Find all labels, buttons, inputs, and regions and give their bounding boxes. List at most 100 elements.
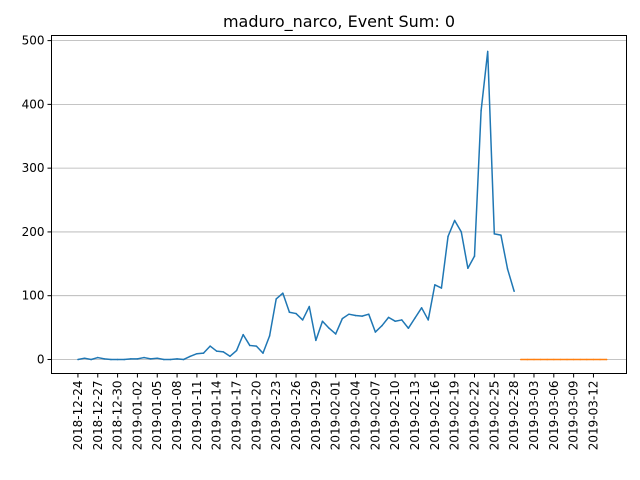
y-tick-label: 100 xyxy=(22,289,45,303)
data-point xyxy=(421,307,423,309)
x-tick-label: 2019-02-19 xyxy=(448,380,462,450)
data-point xyxy=(209,345,211,347)
data-point xyxy=(309,306,311,308)
data-point xyxy=(579,359,581,361)
data-point xyxy=(229,356,231,358)
data-point xyxy=(77,359,79,361)
data-point xyxy=(269,335,271,337)
data-point xyxy=(123,359,125,361)
data-point xyxy=(494,233,496,235)
x-tick-label: 2019-01-05 xyxy=(150,381,164,451)
data-point xyxy=(348,313,350,315)
chart-title: maduro_narco, Event Sum: 0 xyxy=(223,12,455,32)
data-point xyxy=(375,331,377,333)
data-point xyxy=(414,317,416,319)
data-point xyxy=(150,358,152,360)
data-point xyxy=(427,319,429,321)
data-point xyxy=(447,236,449,238)
plot-frame xyxy=(52,36,627,374)
x-tick-label: 2019-01-17 xyxy=(230,381,244,451)
x-tick-label: 2019-03-09 xyxy=(567,381,581,451)
data-point xyxy=(256,345,258,347)
data-point xyxy=(467,268,469,270)
data-point xyxy=(328,327,330,329)
x-tick-label: 2019-03-03 xyxy=(527,381,541,451)
data-point xyxy=(282,292,284,294)
data-point xyxy=(275,298,277,300)
x-tick-label: 2019-02-10 xyxy=(388,381,402,451)
data-point xyxy=(216,350,218,352)
data-point xyxy=(368,313,370,315)
series-1 xyxy=(77,51,515,361)
x-tick-label: 2019-02-07 xyxy=(368,381,382,451)
x-tick-label: 2018-12-30 xyxy=(111,381,125,451)
x-tick-label: 2019-01-29 xyxy=(309,381,323,451)
data-point xyxy=(315,340,317,342)
data-point xyxy=(566,359,568,361)
data-point xyxy=(454,220,456,222)
y-tick-label: 300 xyxy=(22,161,45,175)
data-point xyxy=(434,284,436,286)
x-tick-label: 2019-01-02 xyxy=(130,381,144,451)
data-point xyxy=(223,351,225,353)
data-point xyxy=(302,319,304,321)
data-point xyxy=(520,359,522,361)
x-axis: 2018-12-24 2018-12-27 2018-12-30 2019-01-02… xyxy=(71,374,601,451)
data-point xyxy=(203,352,205,354)
data-point xyxy=(408,327,410,329)
data-point xyxy=(394,320,396,322)
x-tick-label: 2019-01-23 xyxy=(269,381,283,451)
y-gridlines xyxy=(52,41,627,360)
data-point xyxy=(480,110,482,112)
data-point xyxy=(242,334,244,336)
data-point xyxy=(170,359,172,361)
data-point xyxy=(553,359,555,361)
data-point xyxy=(97,357,99,359)
x-tick-label: 2019-01-11 xyxy=(190,381,204,451)
data-point xyxy=(176,358,178,360)
y-tick-label: 0 xyxy=(37,352,45,366)
x-tick-label: 2019-01-20 xyxy=(249,381,263,451)
data-point xyxy=(295,313,297,315)
x-tick-label: 2019-02-13 xyxy=(408,381,422,451)
data-point xyxy=(262,352,264,354)
data-point xyxy=(156,357,158,359)
x-tick-label: 2019-03-06 xyxy=(547,381,561,451)
data-point xyxy=(110,359,112,361)
data-point xyxy=(163,359,165,361)
y-tick-label: 400 xyxy=(22,97,45,111)
data-point xyxy=(381,325,383,327)
data-point xyxy=(322,320,324,322)
data-point xyxy=(401,319,403,321)
data-point xyxy=(474,255,476,257)
data-point xyxy=(500,234,502,236)
data-point xyxy=(560,359,562,361)
data-point xyxy=(196,353,198,355)
x-tick-label: 2019-01-14 xyxy=(210,381,224,451)
data-point xyxy=(599,359,601,361)
data-point xyxy=(507,268,509,270)
y-tick-label: 500 xyxy=(22,34,45,48)
x-tick-label: 2019-02-28 xyxy=(507,381,521,451)
data-point xyxy=(236,350,238,352)
x-tick-label: 2019-02-25 xyxy=(487,381,501,451)
data-point xyxy=(289,312,291,314)
data-point xyxy=(104,358,106,360)
data-point xyxy=(190,356,192,358)
data-point xyxy=(84,357,86,359)
data-point xyxy=(487,51,489,53)
data-point xyxy=(249,345,251,347)
x-tick-label: 2018-12-27 xyxy=(91,381,105,451)
data-point xyxy=(527,359,529,361)
data-point xyxy=(441,287,443,289)
x-tick-label: 2018-12-24 xyxy=(71,381,85,451)
x-tick-label: 2019-01-08 xyxy=(170,381,184,451)
data-point xyxy=(533,359,535,361)
data-point xyxy=(183,359,185,361)
data-point xyxy=(461,231,463,233)
series-lines xyxy=(77,51,607,361)
x-tick-label: 2019-02-01 xyxy=(329,381,343,451)
x-tick-label: 2019-02-22 xyxy=(467,381,481,451)
data-point xyxy=(513,290,515,292)
